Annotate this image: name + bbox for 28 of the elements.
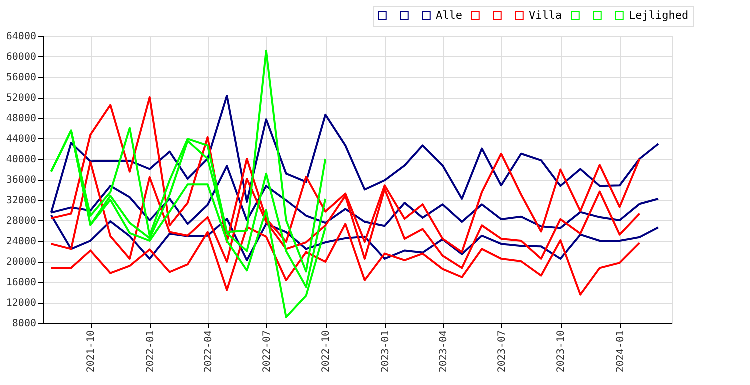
x-tick-label: 2023-01: [380, 330, 392, 373]
x-tick-label: 2022-04: [203, 330, 214, 373]
y-tick-label: 16000: [6, 278, 36, 288]
y-tick-label: 48000: [6, 114, 36, 124]
x-tick-label: 2021-10: [86, 330, 98, 373]
legend-label: Alle: [436, 8, 462, 22]
y-tick-label: 36000: [6, 175, 36, 186]
y-tick-label: 32000: [6, 196, 36, 206]
y-tick-label: 60000: [6, 52, 36, 63]
y-tick-label: 44000: [6, 134, 36, 145]
y-tick-label: 40000: [6, 154, 36, 166]
y-tick-label: 24000: [6, 236, 36, 248]
x-tick-label: 2023-04: [438, 330, 450, 373]
y-tick-label: 12000: [6, 298, 36, 309]
x-tick-label: 2022-01: [145, 330, 156, 373]
x-tick-label: 2022-10: [321, 330, 332, 373]
y-tick-label: 64000: [6, 32, 36, 42]
y-tick-label: 52000: [6, 93, 36, 104]
x-tick-label: 2023-07: [496, 330, 508, 373]
y-tick-label: 20000: [6, 257, 36, 268]
y-tick-label: 8000: [12, 318, 36, 330]
x-tick-label: 2023-10: [556, 330, 568, 373]
y-tick-label: 56000: [6, 72, 36, 84]
legend-label: Lejlighed: [629, 8, 689, 22]
x-tick-label: 2024-01: [615, 330, 626, 373]
x-tick-label: 2022-07: [262, 330, 273, 373]
legend-label: Villa: [529, 8, 562, 22]
y-tick-label: 28000: [6, 216, 36, 227]
